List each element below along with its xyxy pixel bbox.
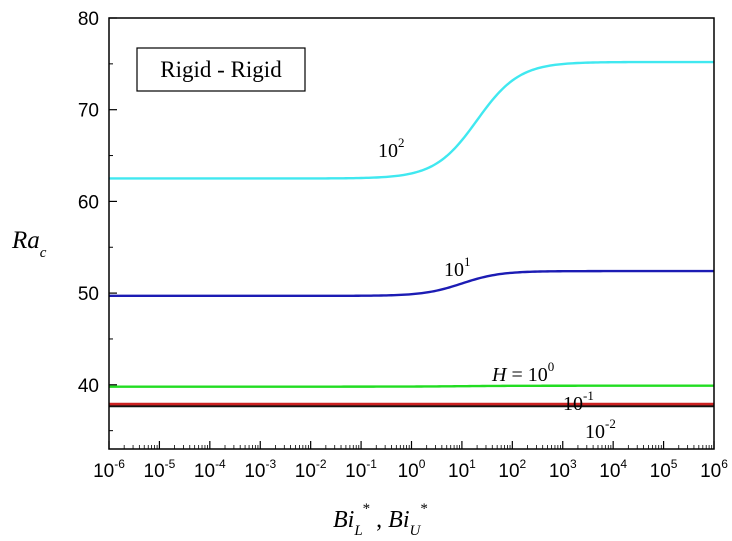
y-tick-label: 70 [78, 101, 99, 122]
y-axis-label-sub: c [40, 245, 47, 261]
x-axis-label-b-sub: U [410, 523, 422, 539]
x-tick-label: 10-2 [295, 457, 327, 482]
x-tick-label: 103 [549, 457, 577, 482]
x-tick-label: 10-4 [194, 457, 226, 482]
x-axis-label-sep: , [370, 507, 388, 533]
y-axis-label: Rac [11, 227, 47, 261]
y-tick-label: 60 [78, 192, 99, 213]
y-tick-label: 40 [78, 376, 99, 397]
x-tick-label: 10-6 [93, 457, 125, 482]
curve-label-4: 10-2 [585, 416, 616, 443]
plot-frame [108, 17, 715, 450]
legend-text: Rigid - Rigid [160, 57, 282, 82]
x-axis-label: BiL* , BiU* [333, 501, 428, 539]
y-axis-label-main: Ra [11, 227, 40, 254]
x-axis-label-a-sub: L [353, 523, 362, 539]
curve-label-0: 102 [378, 135, 405, 162]
series-line-0 [109, 60, 714, 180]
x-tick-label: 102 [498, 457, 526, 482]
x-tick-label: 10-3 [244, 457, 276, 482]
x-tick-label: 100 [398, 457, 426, 482]
legend-box: Rigid - Rigid [136, 47, 306, 92]
x-tick-label: 10-1 [345, 457, 377, 482]
curve-label-2: H = 100 [491, 359, 554, 386]
x-tick-label: 10-5 [144, 457, 176, 482]
x-tick-label: 101 [448, 457, 476, 482]
x-axis-label-a-sup: * [363, 501, 371, 517]
x-axis-label-b: Bi [388, 507, 409, 533]
y-tick-label: 80 [78, 9, 99, 30]
series-line-1 [109, 269, 714, 298]
curve-label-1: 101 [444, 254, 471, 281]
x-axis-label-b-sup: * [420, 501, 428, 517]
x-tick-label: 106 [700, 457, 728, 482]
y-tick-label: 50 [78, 284, 99, 305]
series-line-2 [109, 384, 714, 388]
x-axis-label-a: Bi [333, 507, 354, 533]
curve-label-3: 10-1 [563, 388, 594, 415]
x-tick-label: 104 [599, 457, 627, 482]
x-tick-label: 105 [650, 457, 678, 482]
